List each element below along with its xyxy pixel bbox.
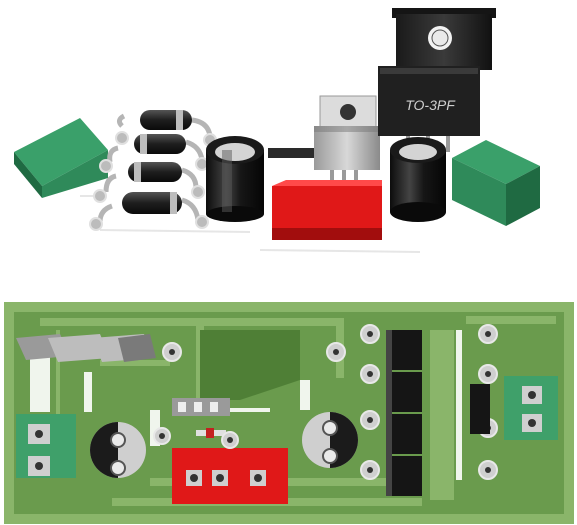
capacitor-right-footprint [302, 412, 358, 468]
regulator-footprint [172, 398, 230, 416]
regulator-lead-bar [268, 148, 320, 158]
capacitor-right [390, 137, 446, 222]
bridge-diode-3 [103, 162, 199, 193]
relay-red-footprint [172, 448, 288, 504]
bottom-pcb-layout [4, 302, 574, 524]
bridge-diodes [89, 110, 217, 231]
power-transistor-to3pf: TO-3PF [378, 8, 496, 152]
transistor-footprint-stack [386, 330, 422, 496]
bridge-diode-1 [116, 110, 213, 137]
right-terminal-block [452, 140, 540, 226]
top-3d-view: TO-3PF [14, 8, 540, 253]
resistor-footprint [196, 428, 226, 438]
capacitor-left [206, 136, 264, 222]
bridge-diode-4 [97, 192, 201, 223]
left-terminal-block [14, 118, 108, 198]
left-terminal-footprint [16, 414, 76, 478]
bridge-diode-2 [107, 134, 205, 163]
regulator-package-label: TO-3PF [405, 97, 456, 113]
voltage-regulator [314, 95, 380, 184]
relay-red [272, 180, 382, 240]
right-terminal-footprint [470, 376, 558, 440]
pcb-copper-fill [200, 330, 300, 400]
diode-footprints [16, 334, 156, 362]
capacitor-left-footprint [90, 422, 146, 478]
pcb-gaps [30, 330, 462, 480]
